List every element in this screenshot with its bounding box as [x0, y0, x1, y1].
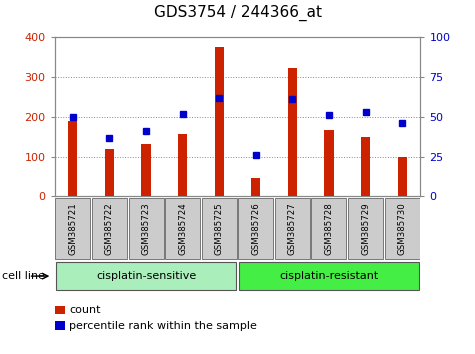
FancyBboxPatch shape	[385, 198, 419, 259]
Bar	[251, 178, 260, 196]
Bar	[398, 156, 407, 196]
FancyBboxPatch shape	[202, 198, 237, 259]
Bar	[361, 137, 370, 196]
FancyBboxPatch shape	[275, 198, 310, 259]
Text: GSM385726: GSM385726	[251, 202, 260, 255]
FancyBboxPatch shape	[238, 198, 273, 259]
Bar	[324, 130, 333, 196]
FancyBboxPatch shape	[348, 198, 383, 259]
Text: GSM385730: GSM385730	[398, 202, 407, 255]
Text: GSM385725: GSM385725	[215, 202, 224, 255]
FancyBboxPatch shape	[129, 198, 163, 259]
FancyBboxPatch shape	[238, 262, 419, 290]
Text: GSM385722: GSM385722	[105, 202, 114, 255]
Bar	[68, 121, 77, 196]
Text: cell line: cell line	[2, 271, 46, 281]
Text: GSM385723: GSM385723	[142, 202, 151, 255]
Text: GSM385728: GSM385728	[324, 202, 333, 255]
Text: GSM385727: GSM385727	[288, 202, 297, 255]
FancyBboxPatch shape	[165, 198, 200, 259]
FancyBboxPatch shape	[312, 198, 346, 259]
Text: count: count	[69, 305, 100, 315]
Bar	[215, 47, 224, 196]
Text: percentile rank within the sample: percentile rank within the sample	[69, 321, 257, 331]
FancyBboxPatch shape	[56, 262, 237, 290]
Text: cisplatin-resistant: cisplatin-resistant	[279, 271, 379, 281]
Bar	[288, 68, 297, 196]
FancyBboxPatch shape	[92, 198, 127, 259]
Bar	[178, 133, 187, 196]
FancyBboxPatch shape	[56, 198, 90, 259]
Text: GDS3754 / 244366_at: GDS3754 / 244366_at	[153, 5, 322, 21]
Text: GSM385721: GSM385721	[68, 202, 77, 255]
Bar	[105, 149, 114, 196]
Text: GSM385729: GSM385729	[361, 202, 370, 255]
Bar	[142, 144, 151, 196]
Text: cisplatin-sensitive: cisplatin-sensitive	[96, 271, 196, 281]
Text: GSM385724: GSM385724	[178, 202, 187, 255]
